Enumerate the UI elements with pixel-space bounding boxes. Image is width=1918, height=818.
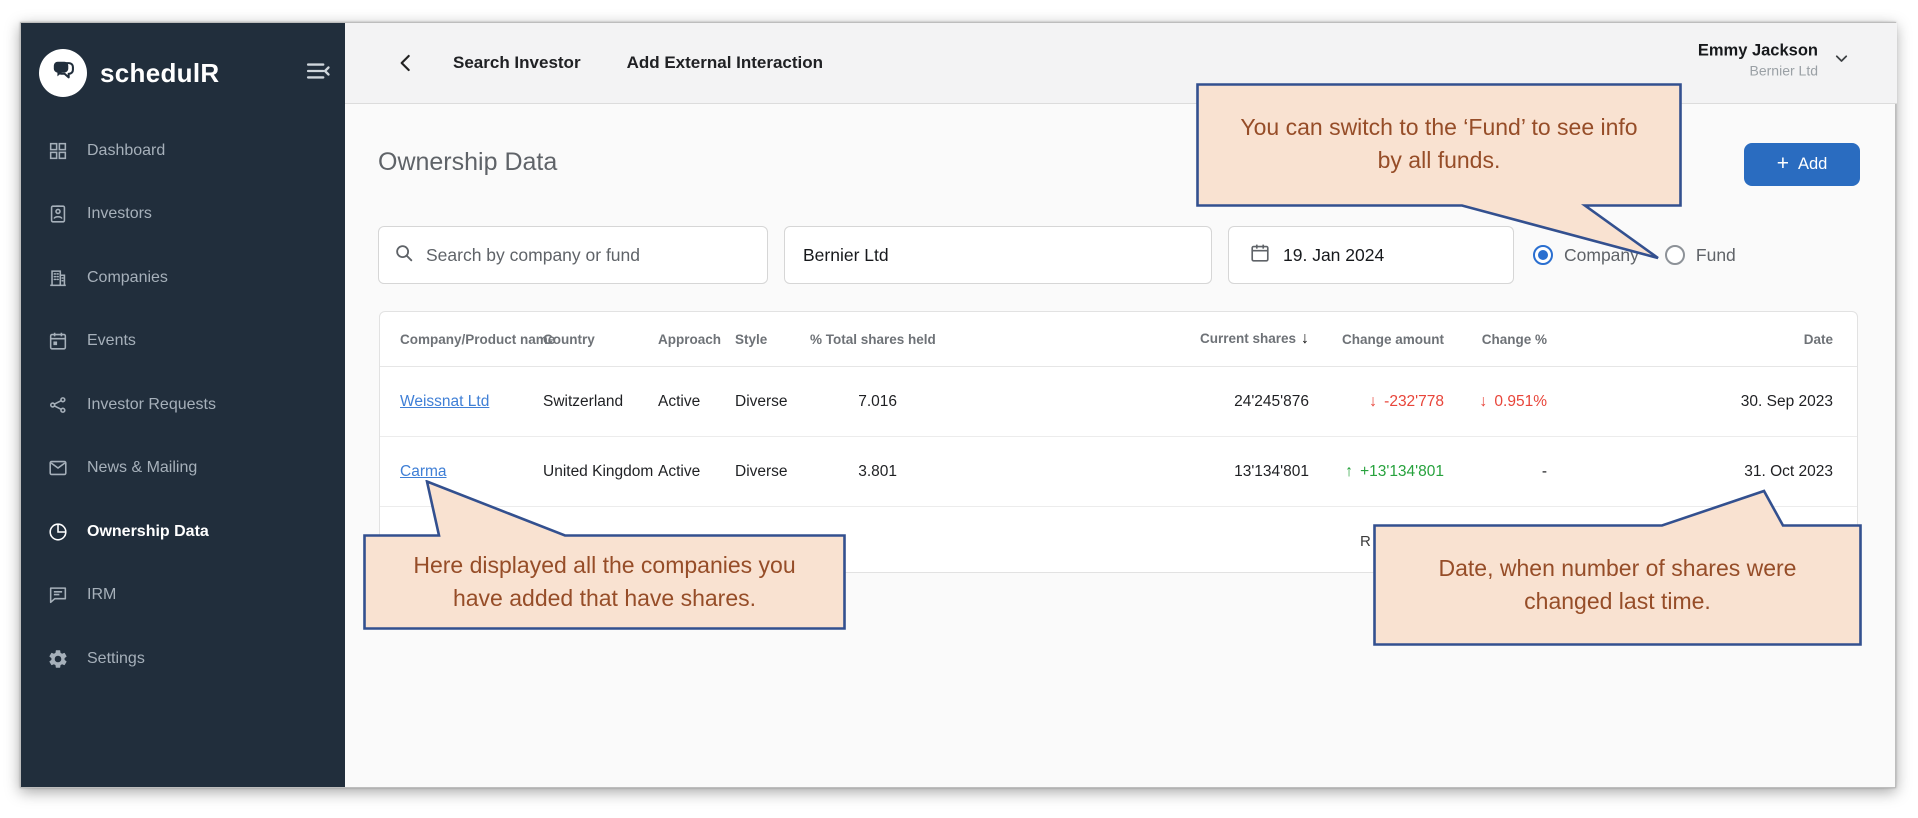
- radio-fund[interactable]: Fund: [1664, 245, 1736, 266]
- date-filter-input[interactable]: 19. Jan 2024: [1228, 226, 1514, 284]
- radio-selected-icon: [1533, 245, 1553, 265]
- plus-icon: +: [1776, 152, 1789, 175]
- chevron-down-icon[interactable]: [1832, 49, 1851, 73]
- table-header-row: Company/Product name Country Approach Style…: [380, 312, 1857, 367]
- change-amount-cell: ↑ +13'134'801: [1309, 463, 1444, 481]
- sort-descending-icon[interactable]: ↓: [1301, 330, 1309, 347]
- sidebar-item-dashboard[interactable]: Dashboard: [21, 119, 345, 183]
- gear-icon: [47, 648, 69, 670]
- no-change-value: -: [1541, 462, 1547, 480]
- sidebar-item-settings[interactable]: Settings: [21, 627, 345, 691]
- column-header-change-amount[interactable]: Change amount: [1341, 331, 1444, 347]
- pct-total-cell: 3.801: [858, 462, 897, 480]
- app-window: schedulR Dashboard Investors Companies Even…: [20, 22, 1897, 788]
- approach-cell: Active: [658, 392, 701, 410]
- back-chevron-icon[interactable]: [393, 50, 419, 76]
- radio-company[interactable]: Company: [1533, 245, 1639, 266]
- page-title: Ownership Data: [378, 148, 558, 176]
- arrow-down-icon: ↓: [1479, 392, 1488, 410]
- change-amount-cell: ↓ -232'778: [1309, 393, 1444, 411]
- table-row: Carma United Kingdom Active Diverse 3.801 13'…: [380, 437, 1857, 507]
- company-link[interactable]: Carma: [400, 462, 447, 480]
- search-icon: [393, 242, 415, 269]
- app-title: schedulR: [100, 57, 220, 88]
- approach-cell: Active: [658, 462, 701, 480]
- country-cell: United Kingdom: [543, 462, 654, 480]
- change-value: +13'134'801: [1360, 462, 1444, 480]
- style-cell: Diverse: [735, 392, 788, 410]
- mail-icon: [47, 457, 69, 479]
- date-cell: 31. Oct 2023: [1744, 462, 1833, 480]
- column-header-country[interactable]: Country: [543, 331, 595, 347]
- date-cell: 30. Sep 2023: [1740, 392, 1833, 410]
- search-placeholder: Search by company or fund: [426, 244, 641, 265]
- change-value: 0.951%: [1494, 392, 1547, 410]
- change-pct-cell: -: [1444, 463, 1547, 481]
- user-company: Bernier Ltd: [1749, 62, 1818, 79]
- sidebar: schedulR Dashboard Investors Companies Even…: [21, 23, 345, 787]
- company-filter-input[interactable]: Bernier Ltd: [784, 226, 1212, 284]
- sidebar-collapse-icon[interactable]: [304, 57, 332, 85]
- pie-chart-icon: [47, 521, 69, 543]
- column-header-current-shares[interactable]: Current shares ↓: [1199, 330, 1309, 347]
- topnav: Search Investor Add External Interaction: [453, 23, 823, 103]
- column-header-date[interactable]: Date: [1803, 331, 1833, 347]
- arrow-up-icon: ↑: [1345, 462, 1354, 480]
- radio-unselected-icon: [1664, 245, 1685, 265]
- ownership-table: Company/Product name Country Approach Style…: [379, 311, 1858, 573]
- rows-per-page-label: R: [1360, 533, 1371, 550]
- company-link[interactable]: Weissnat Ltd: [400, 392, 490, 410]
- nav-add-external-interaction[interactable]: Add External Interaction: [626, 53, 824, 72]
- current-shares-cell: 24'245'876: [1234, 392, 1309, 410]
- table-row: Weissnat Ltd Switzerland Active Diverse 7.01…: [380, 367, 1857, 437]
- sidebar-item-investor-requests[interactable]: Investor Requests: [21, 373, 345, 437]
- sidebar-item-irm[interactable]: IRM: [21, 564, 345, 628]
- view-toggle-group: Company Fund: [1533, 226, 1736, 284]
- events-icon: [47, 330, 69, 352]
- user-menu[interactable]: Emmy Jackson Bernier Ltd: [1698, 42, 1851, 80]
- change-pct-cell: ↓ 0.951%: [1444, 393, 1547, 411]
- company-filter-value: Bernier Ltd: [803, 244, 889, 265]
- search-input[interactable]: Search by company or fund: [378, 226, 768, 284]
- sidebar-item-ownership-data[interactable]: Ownership Data: [21, 500, 345, 564]
- companies-icon: [47, 267, 69, 289]
- country-cell: Switzerland: [543, 392, 624, 410]
- chat-bubbles-logo-icon: [48, 55, 79, 91]
- column-header-total-shares-held[interactable]: % Total shares held: [810, 331, 936, 347]
- add-button[interactable]: + Add: [1744, 143, 1860, 186]
- date-filter-value: 19. Jan 2024: [1283, 244, 1385, 265]
- share-icon: [47, 394, 69, 416]
- sidebar-item-events[interactable]: Events: [21, 310, 345, 374]
- topbar: Search Investor Add External Interaction…: [345, 23, 1897, 104]
- change-value: -232'778: [1384, 392, 1444, 410]
- nav-search-investor[interactable]: Search Investor: [453, 53, 581, 72]
- dashboard-icon: [47, 140, 69, 162]
- calendar-icon: [1249, 242, 1271, 269]
- arrow-down-icon: ↓: [1369, 392, 1378, 410]
- current-shares-cell: 13'134'801: [1234, 462, 1309, 480]
- sidebar-menu: Dashboard Investors Companies Events Investo…: [21, 119, 345, 691]
- investors-icon: [47, 203, 69, 225]
- column-header-company-product-name[interactable]: Company/Product name: [400, 331, 556, 347]
- sidebar-item-news-mailing[interactable]: News & Mailing: [21, 437, 345, 501]
- app-logo: schedulR: [39, 49, 219, 97]
- column-header-change[interactable]: Change %: [1481, 331, 1547, 347]
- column-header-approach[interactable]: Approach: [658, 331, 722, 347]
- sidebar-item-companies[interactable]: Companies: [21, 246, 345, 310]
- sidebar-item-investors[interactable]: Investors: [21, 183, 345, 247]
- chat-icon: [47, 584, 69, 606]
- logo-circle: [39, 49, 87, 97]
- pct-total-cell: 7.016: [858, 392, 897, 410]
- column-header-style[interactable]: Style: [735, 331, 768, 347]
- user-name: Emmy Jackson: [1697, 41, 1818, 60]
- style-cell: Diverse: [735, 462, 788, 480]
